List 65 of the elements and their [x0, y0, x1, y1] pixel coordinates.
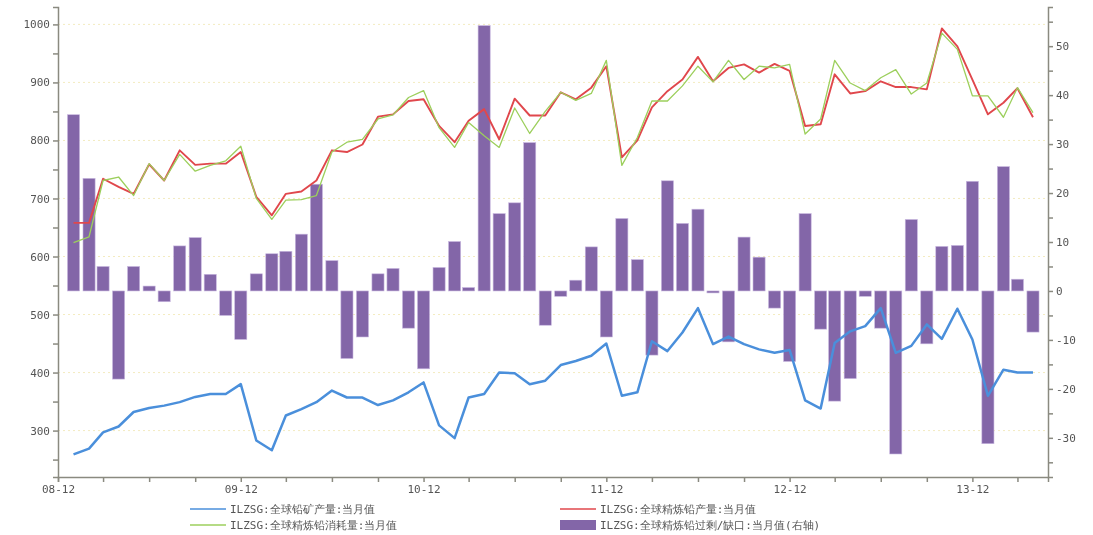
- bar: [432, 267, 446, 292]
- bar: [951, 245, 964, 292]
- y-tick-label: 700: [30, 192, 50, 206]
- bar: [661, 180, 674, 292]
- y2-tick-label: 0: [1056, 284, 1063, 298]
- bar: [188, 237, 202, 292]
- bar: [569, 279, 583, 292]
- bar: [234, 290, 248, 340]
- bar: [508, 202, 522, 292]
- bar: [127, 266, 140, 292]
- legend-label: ILZSG:全球精炼铅产量:当月值: [600, 503, 757, 516]
- bar: [798, 213, 812, 292]
- legend-label: ILZSG:全球铅矿产量:当月值: [230, 503, 376, 516]
- bar: [676, 223, 689, 292]
- x-tick-label: 10-12: [407, 482, 441, 496]
- x-tick-label: 08-12: [41, 482, 76, 496]
- x-tick-label: 13-12: [956, 482, 990, 496]
- y-tick-label: 500: [30, 308, 50, 322]
- y-tick-label: 600: [30, 250, 50, 264]
- bar: [219, 290, 233, 316]
- bar: [402, 290, 415, 329]
- y2-tick-label: 30: [1056, 138, 1070, 152]
- y2-tick-label: 50: [1056, 40, 1070, 54]
- legend-label: ILZSG:全球精炼铅消耗量:当月值: [230, 519, 398, 532]
- bar: [67, 114, 80, 292]
- bar: [554, 290, 568, 297]
- y-tick-label: 300: [30, 424, 50, 438]
- bar: [783, 290, 796, 362]
- bar: [584, 246, 598, 292]
- x-tick-label: 12-12: [773, 482, 807, 496]
- bar: [722, 290, 735, 343]
- y2-tick-label: -20: [1056, 382, 1076, 396]
- bar: [249, 273, 263, 292]
- bar: [966, 180, 979, 292]
- x-tick-label: 11-12: [590, 482, 624, 496]
- y2-tick-label: 40: [1056, 89, 1070, 103]
- y-tick-label: 900: [30, 76, 50, 90]
- bar: [310, 183, 323, 292]
- bar: [203, 274, 217, 292]
- bar: [356, 290, 369, 338]
- legend-label: ILZSG:全球精炼铅过剩/缺口:当月值(右轴): [600, 519, 821, 532]
- bar: [295, 233, 308, 292]
- bar: [112, 290, 125, 380]
- y2-tick-label: 10: [1056, 236, 1070, 250]
- bar: [858, 290, 872, 297]
- bar: [1026, 290, 1040, 333]
- bar: [173, 245, 187, 292]
- bar: [538, 290, 552, 326]
- bar: [843, 290, 857, 379]
- bar: [417, 290, 430, 370]
- y-tick-label: 800: [30, 134, 50, 148]
- y2-tick-label: -10: [1056, 333, 1076, 347]
- x-tick-label: 09-12: [224, 482, 258, 496]
- bar: [615, 218, 629, 292]
- bar: [889, 290, 903, 455]
- y2-tick-label: 20: [1056, 187, 1070, 201]
- bar: [523, 142, 537, 292]
- bar: [768, 290, 781, 309]
- bar: [599, 290, 613, 338]
- y-tick-label: 400: [30, 366, 50, 380]
- line-series: [72, 306, 1035, 456]
- y2-tick-label: -30: [1056, 431, 1076, 445]
- bar: [904, 219, 918, 292]
- bar: [981, 290, 995, 445]
- y-tick-label: 1000: [23, 18, 50, 32]
